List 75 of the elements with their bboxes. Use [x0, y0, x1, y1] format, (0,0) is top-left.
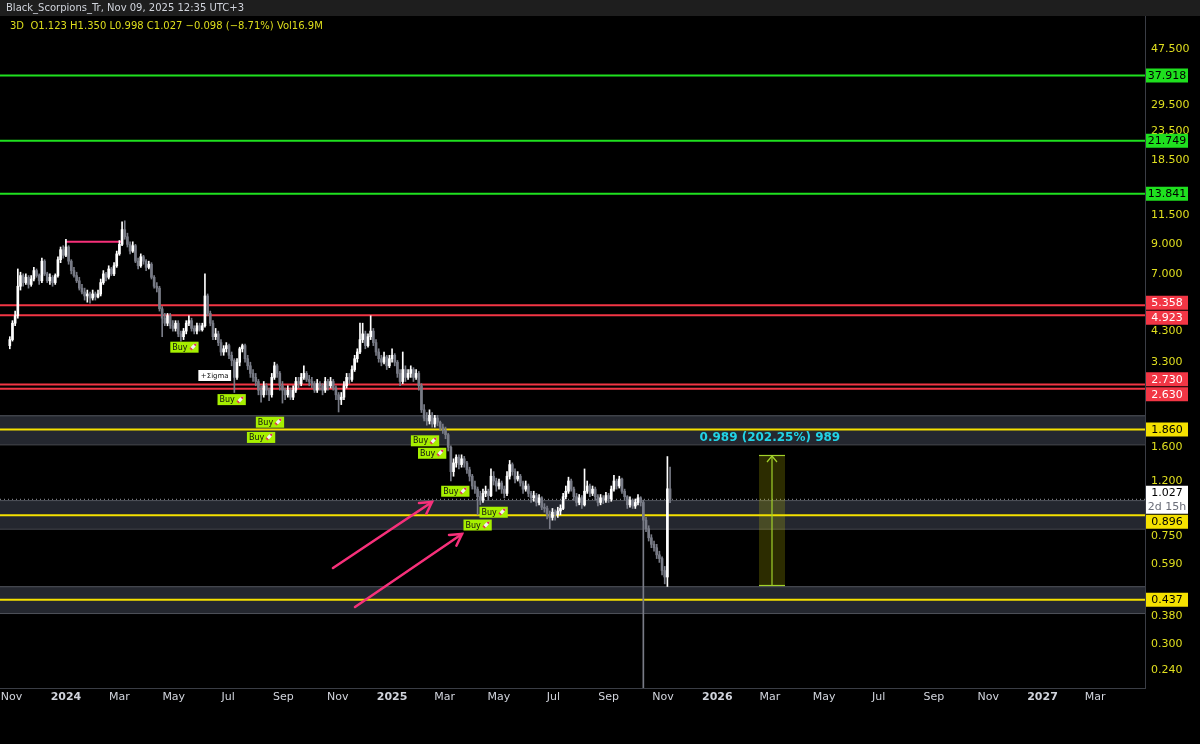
x-tick-label: 2025 — [376, 690, 408, 704]
y-tick-label: 29.500 — [1151, 97, 1190, 111]
chart-title: Black_Scorpions_Tr, Nov 09, 2025 12:35 UTC+3 — [6, 1, 244, 15]
x-tick-label: 2026 — [701, 690, 733, 704]
x-tick-label: Nov — [326, 690, 349, 704]
y-tick-label: 1.600 — [1151, 440, 1183, 454]
candlestick — [633, 498, 637, 509]
ref-line-label: 1.027 2d 15h — [1147, 486, 1187, 514]
x-tick-label: Mar — [434, 690, 456, 704]
ref-line-label: 2.630 — [1151, 387, 1183, 401]
x-tick-label: Jul — [870, 690, 886, 704]
ref-line-label: 21.749 — [1147, 134, 1187, 148]
x-tick-label: 2027 — [1027, 690, 1058, 704]
candlestick — [503, 485, 506, 499]
y-tick-label: 11.500 — [1151, 208, 1190, 222]
ref-line-label: 5.358 — [1151, 296, 1183, 310]
x-tick-label: Jul — [545, 690, 560, 704]
y-tick-label: 18.500 — [1151, 152, 1190, 166]
x-tick-label: 2024 — [50, 690, 82, 704]
y-tick-label: 9.000 — [1151, 237, 1183, 251]
ref-line-label: 0.896 — [1151, 515, 1183, 529]
y-tick-label: 4.300 — [1151, 323, 1183, 337]
candlestick — [452, 458, 455, 477]
x-tick-label: Jul — [220, 690, 235, 704]
annotation: 0.989 (202.25%) 989 — [699, 429, 841, 444]
annotation: Buy — [248, 433, 265, 443]
x-tick-label: Sep — [272, 690, 294, 704]
annotation: Buy — [412, 436, 429, 446]
x-tick-label: Nov — [652, 690, 675, 704]
y-tick-label: 3.300 — [1151, 355, 1183, 369]
candlestick — [297, 377, 300, 389]
y-tick-label: 47.500 — [1151, 41, 1190, 55]
chart-subtitle: 3D O1.123 H1.350 L0.998 C1.027 −0.098 (−8.71%) Vol16.9M — [10, 19, 323, 32]
ref-line-label: 37.918 — [1147, 68, 1187, 82]
candlestick — [222, 345, 225, 356]
candlestick — [110, 267, 113, 276]
candlestick — [198, 322, 201, 332]
y-tick-label: 0.240 — [1151, 662, 1183, 676]
annotation: Buy — [219, 395, 236, 405]
annotation: Buy — [172, 342, 188, 352]
x-tick-label: May — [487, 690, 511, 704]
x-tick-label: Mar — [109, 690, 131, 704]
ref-line-label: 13.841 — [1147, 187, 1187, 201]
annotation: Buy — [257, 417, 274, 427]
candlestick — [305, 371, 308, 382]
x-tick-label: Sep — [598, 690, 619, 704]
candlestick — [214, 328, 217, 340]
candlestick — [83, 287, 86, 301]
ref-line-label: 1.860 — [1151, 422, 1183, 436]
annotation: Buy — [420, 448, 436, 458]
y-tick-label: 1.200 — [1151, 473, 1183, 487]
ref-line-label: 2.730 — [1151, 372, 1183, 386]
annotation: Buy — [443, 486, 459, 496]
y-tick-label: 7.000 — [1151, 266, 1183, 280]
y-tick-label: 0.380 — [1151, 608, 1183, 622]
candlestick — [548, 510, 552, 529]
y-tick-label: 0.590 — [1151, 557, 1183, 571]
x-tick-label: Nov — [977, 690, 1000, 704]
x-tick-label: Sep — [923, 690, 945, 704]
candlestick — [428, 409, 431, 425]
y-tick-label: 0.750 — [1151, 529, 1183, 543]
x-tick-label: Nov — [0, 690, 23, 704]
annotation: Buy — [481, 507, 498, 517]
candlestick — [225, 342, 228, 353]
x-tick-label: Mar — [1084, 690, 1106, 704]
x-tick-label: May — [162, 690, 186, 704]
candlestick — [615, 478, 618, 490]
ref-line-label: 0.437 — [1151, 593, 1183, 607]
x-tick-label: May — [812, 690, 837, 704]
annotation: Buy — [465, 520, 482, 530]
candlestick — [313, 381, 316, 393]
x-tick-label: Mar — [759, 690, 781, 704]
y-tick-label: 0.300 — [1151, 636, 1183, 650]
candlestick — [91, 289, 94, 301]
ref-line-label: 4.923 — [1151, 311, 1183, 325]
